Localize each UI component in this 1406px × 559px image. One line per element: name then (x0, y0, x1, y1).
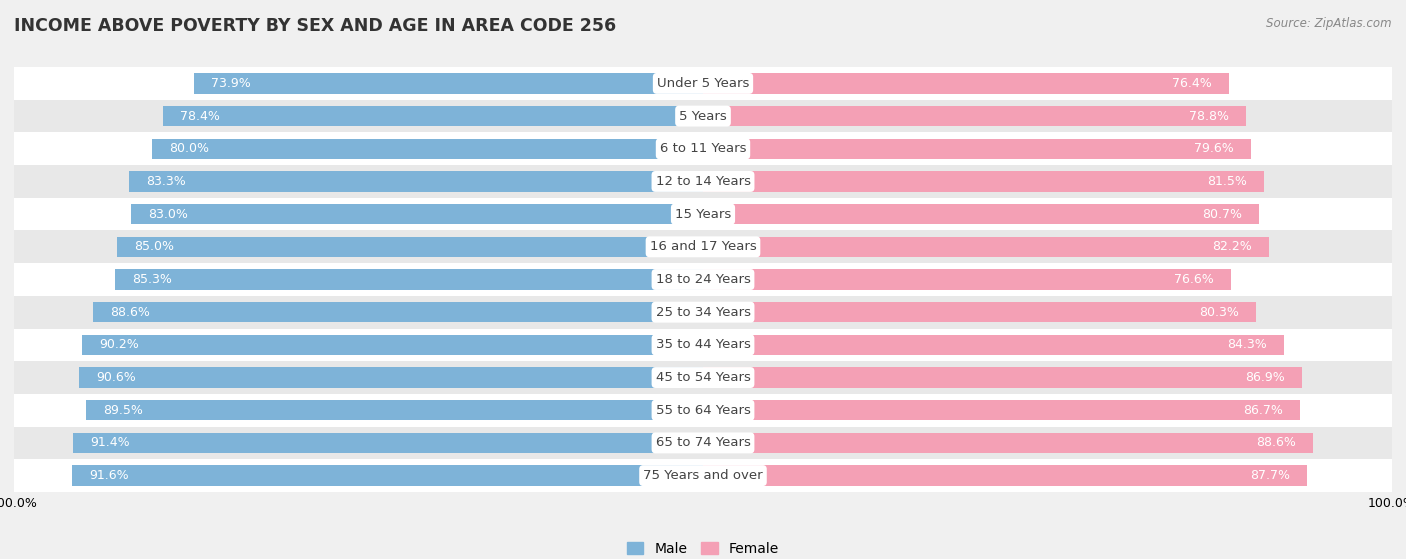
Bar (703, 171, 1264, 192)
Text: 88.6%: 88.6% (1257, 437, 1296, 449)
Text: 16 and 17 Years: 16 and 17 Years (650, 240, 756, 253)
Text: 86.9%: 86.9% (1244, 371, 1285, 384)
Text: 75 Years and over: 75 Years and over (643, 469, 763, 482)
Text: 90.6%: 90.6% (96, 371, 136, 384)
Bar (14, 230, 1392, 263)
Bar (131, 204, 703, 224)
Text: 81.5%: 81.5% (1208, 175, 1247, 188)
Bar (703, 204, 1258, 224)
Text: 80.3%: 80.3% (1199, 306, 1239, 319)
Text: 83.0%: 83.0% (149, 207, 188, 221)
Bar (703, 400, 1301, 420)
Text: 5 Years: 5 Years (679, 110, 727, 122)
Bar (703, 335, 1284, 355)
Bar (703, 236, 1270, 257)
Bar (703, 367, 1302, 388)
Bar (14, 67, 1392, 100)
Text: 80.7%: 80.7% (1202, 207, 1241, 221)
Bar (703, 269, 1230, 290)
Text: INCOME ABOVE POVERTY BY SEX AND AGE IN AREA CODE 256: INCOME ABOVE POVERTY BY SEX AND AGE IN A… (14, 17, 616, 35)
Bar (14, 394, 1392, 427)
Bar (703, 106, 1246, 126)
Bar (14, 198, 1392, 230)
Text: 83.3%: 83.3% (146, 175, 186, 188)
Text: 55 to 64 Years: 55 to 64 Years (655, 404, 751, 416)
Text: 78.4%: 78.4% (180, 110, 219, 122)
Bar (703, 302, 1256, 323)
Bar (73, 433, 703, 453)
Text: 73.9%: 73.9% (211, 77, 250, 90)
Text: 87.7%: 87.7% (1250, 469, 1289, 482)
Text: 88.6%: 88.6% (110, 306, 149, 319)
Text: 90.2%: 90.2% (98, 338, 139, 352)
Text: 91.6%: 91.6% (89, 469, 129, 482)
Text: 25 to 34 Years: 25 to 34 Years (655, 306, 751, 319)
Bar (163, 106, 703, 126)
Text: 85.3%: 85.3% (132, 273, 173, 286)
Bar (152, 139, 703, 159)
Bar (117, 236, 703, 257)
Bar (14, 459, 1392, 492)
Text: 18 to 24 Years: 18 to 24 Years (655, 273, 751, 286)
Text: 86.7%: 86.7% (1243, 404, 1284, 416)
Bar (14, 165, 1392, 198)
Text: 15 Years: 15 Years (675, 207, 731, 221)
Bar (14, 100, 1392, 132)
Text: 76.6%: 76.6% (1174, 273, 1213, 286)
Bar (703, 433, 1313, 453)
Text: 45 to 54 Years: 45 to 54 Years (655, 371, 751, 384)
Bar (194, 73, 703, 93)
Bar (93, 302, 703, 323)
Text: 84.3%: 84.3% (1227, 338, 1267, 352)
Bar (14, 361, 1392, 394)
Bar (14, 132, 1392, 165)
Text: 6 to 11 Years: 6 to 11 Years (659, 143, 747, 155)
Bar (14, 329, 1392, 361)
Bar (703, 139, 1251, 159)
Bar (703, 73, 1229, 93)
Text: 76.4%: 76.4% (1173, 77, 1212, 90)
Text: 85.0%: 85.0% (135, 240, 174, 253)
Bar (129, 171, 703, 192)
Bar (14, 296, 1392, 329)
Text: Under 5 Years: Under 5 Years (657, 77, 749, 90)
Bar (115, 269, 703, 290)
Text: 80.0%: 80.0% (169, 143, 209, 155)
Bar (14, 427, 1392, 459)
Text: 35 to 44 Years: 35 to 44 Years (655, 338, 751, 352)
Text: 79.6%: 79.6% (1195, 143, 1234, 155)
Legend: Male, Female: Male, Female (621, 536, 785, 559)
Bar (79, 367, 703, 388)
Bar (82, 335, 703, 355)
Text: 82.2%: 82.2% (1212, 240, 1253, 253)
Text: 78.8%: 78.8% (1188, 110, 1229, 122)
Text: Source: ZipAtlas.com: Source: ZipAtlas.com (1267, 17, 1392, 30)
Text: 12 to 14 Years: 12 to 14 Years (655, 175, 751, 188)
Bar (86, 400, 703, 420)
Bar (72, 466, 703, 486)
Bar (14, 263, 1392, 296)
Text: 65 to 74 Years: 65 to 74 Years (655, 437, 751, 449)
Text: 91.4%: 91.4% (90, 437, 131, 449)
Bar (703, 466, 1308, 486)
Text: 89.5%: 89.5% (104, 404, 143, 416)
